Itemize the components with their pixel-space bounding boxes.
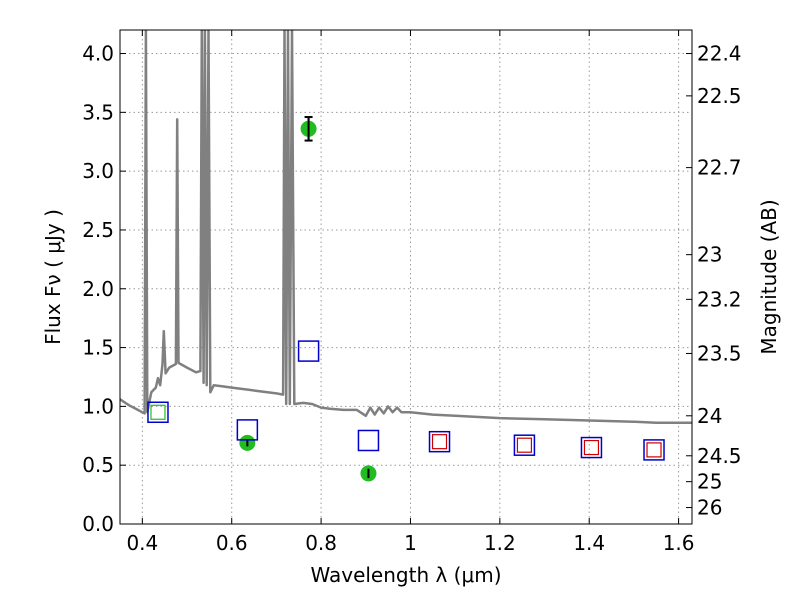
model-photometry-inner-square (646, 442, 662, 458)
x-axis-label: Wavelength λ (μm) (310, 563, 501, 587)
y-tick-label: 0.0 (82, 512, 114, 536)
x-tick-label: 1.4 (573, 531, 605, 555)
model-photometry-square (643, 439, 665, 461)
model-photometry-square (513, 434, 536, 456)
grid-lines (120, 30, 692, 524)
y2-tick-label: 23 (697, 243, 722, 267)
y2-tick-label: 24.5 (697, 444, 742, 468)
model-spectrum-line (120, 30, 692, 425)
y2-tick-label: 22.7 (697, 156, 742, 180)
model-photometry-inner-square (431, 434, 448, 450)
y-axis: 0.0 0.5 1.0 1.5 2.0 2.5 3.0 3.5 4.0 (82, 42, 126, 536)
y2-tick-label: 23.5 (697, 341, 742, 365)
y-tick-label: 3.5 (82, 100, 114, 124)
y2-tick-label: 24 (697, 404, 722, 428)
plot-area (120, 30, 692, 482)
y2-tick-label: 22.5 (697, 84, 742, 108)
y-tick-label: 1.5 (82, 336, 114, 360)
x-tick-label: 1 (404, 531, 417, 555)
model-photometry-square (580, 436, 603, 459)
x-axis: 0.4 0.6 0.8 1 1.2 1.4 1.6 (126, 30, 695, 555)
y2-tick-label: 22.4 (697, 42, 742, 66)
y-tick-label: 2.5 (82, 218, 114, 242)
y-axis-label: Flux Fν ( μJy ) (41, 209, 65, 345)
model-photometry-inner-square (583, 439, 600, 456)
y-tick-label: 0.5 (82, 453, 114, 477)
x-tick-label: 1.6 (663, 531, 695, 555)
y2-tick-label: 26 (697, 496, 722, 520)
x-tick-label: 0.4 (126, 531, 158, 555)
y2-tick-label: 23.2 (697, 287, 742, 311)
x-tick-label: 1.2 (484, 531, 516, 555)
y-tick-label: 2.0 (82, 277, 114, 301)
y-tick-label: 4.0 (82, 42, 114, 66)
x-tick-label: 0.6 (216, 531, 248, 555)
model-photometry-square (236, 419, 259, 441)
model-photometry-square (297, 340, 320, 362)
x-tick-label: 0.8 (305, 531, 337, 555)
y2-axis-label: Magnitude (AB) (757, 199, 781, 354)
model-photometry-square (428, 430, 451, 453)
model-photometry-square (357, 429, 380, 452)
y2-tick-label: 25 (697, 470, 722, 494)
model-photometry-inner-square (150, 404, 166, 420)
model-photometry-inner-square (516, 437, 533, 453)
y-tick-label: 3.0 (82, 159, 114, 183)
y-tick-label: 1.0 (82, 394, 114, 418)
plot-frame (119, 29, 693, 525)
model-photometry-square (147, 401, 169, 424)
